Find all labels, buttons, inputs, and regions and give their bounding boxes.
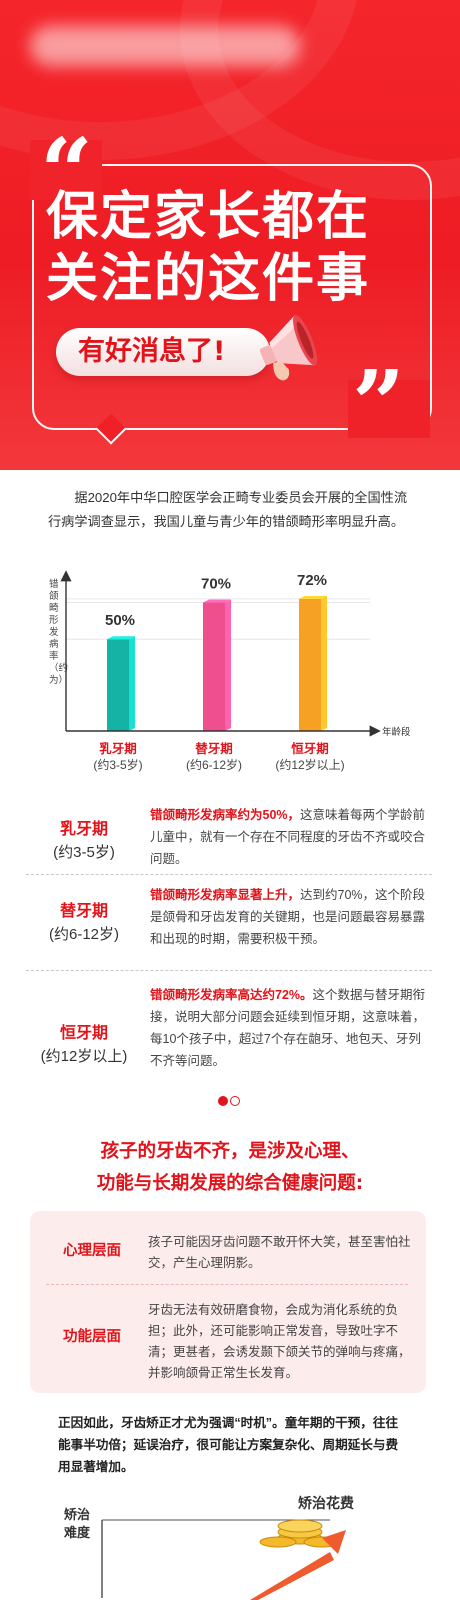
carousel-dot-active[interactable] (218, 1095, 228, 1106)
dashed-divider (26, 874, 432, 875)
close-quote-icon: ” (352, 350, 405, 458)
impact-card (30, 1211, 426, 1393)
phase-highlight: 错颌畸形发病率高达约72%。 (150, 988, 313, 1002)
category-label: 乳牙期 (约3-5岁) (73, 741, 163, 773)
summary-paragraph: 正因如此，牙齿矫正才尤为强调“时机”。童年期的干预，往往能事半功倍；延误治疗，很… (58, 1416, 399, 1474)
category-label: 恒牙期 (约12岁以上) (265, 741, 355, 773)
phase-highlight: 错颌畸形发病率显著上升， (150, 888, 301, 902)
bar-value-label: 70% (201, 576, 231, 593)
bar-side (225, 599, 231, 731)
hero-title: 保定家长都在 关注的这件事 (46, 186, 426, 310)
bar-front (203, 602, 225, 731)
phase-name: 恒牙期 (59, 1025, 108, 1042)
good-news-pill: 有好消息了! (56, 328, 270, 376)
phase-age: (约3-5岁) (53, 844, 115, 861)
bar-top (203, 599, 231, 603)
phase-highlight: 错颌畸形发病率约为50%， (150, 808, 301, 822)
phase-text: 这个数据与替牙期衔接，说明大部分问题会延续到恒牙期，这意味着，每10个孩子中，超… (150, 988, 426, 1068)
chart-canvas: 年龄段 50% 70% 72% (60, 570, 411, 738)
phase-description: 错颌畸形发病率高达约72%。这个数据与替牙期衔接，说明大部分问题会延续到恒牙期，… (150, 984, 430, 1072)
phase-description: 错颌畸形发病率显著上升，达到约70%，这个阶段是颌骨和牙齿发育的关键期，也是问题… (150, 884, 430, 950)
category-age: (约6-12岁) (185, 758, 242, 772)
cost-label: 矫治花费 (298, 1495, 354, 1511)
open-quote-icon: “ (40, 118, 93, 226)
difficulty-label-line2: 难度 (64, 1525, 91, 1540)
difficulty-label: 矫治 难度 (64, 1506, 90, 1542)
coin-stack-icon (259, 1519, 341, 1548)
difficulty-label-line1: 矫治 (64, 1507, 91, 1522)
hero-title-line1: 保定家长都在 (46, 187, 371, 247)
chart-bar (203, 599, 231, 731)
bar-side (321, 595, 327, 731)
category-name: 恒牙期 (291, 742, 329, 756)
malocclusion-rate-chart: 年龄段 50% 70% 72% 错颌畸形发病率（约为） 乳牙期 (约3-5岁) 替牙期 (… (40, 565, 440, 785)
carousel-dot[interactable] (230, 1095, 240, 1106)
dashed-divider (26, 970, 432, 971)
phase-age: (约6-12岁) (48, 926, 119, 943)
bar-front (107, 639, 129, 731)
phase-name: 乳牙期 (59, 821, 108, 838)
level-text: 牙齿无法有效研磨食物，会成为消化系统的负担；此外，还可能影响正常发音，导致吐字不… (148, 1303, 411, 1380)
chart-bar (107, 636, 135, 731)
x-axis-label: 年龄段 (382, 726, 411, 738)
speech-bubble-frame (32, 164, 432, 430)
level-label: 功能层面 (63, 1329, 121, 1345)
section-title-line1: 孩子的牙齿不齐，是涉及心理、 (100, 1141, 360, 1162)
bar-value-label: 72% (297, 572, 327, 589)
phase-text: 达到约70%，这个阶段是颌骨和牙齿发育的关键期，也是问题最容易暴露和出现的时期，… (150, 888, 426, 946)
phase-description: 错颌畸形发病率约为50%，这意味着每两个学龄前儿童中，就有一个存在不同程度的牙齿… (150, 804, 430, 870)
megaphone-icon (259, 315, 318, 381)
intro-paragraph: 据2020年中华口腔医学会正畸专业委员会开展的全国性流行病学调查显示，我国儿童与… (48, 490, 408, 529)
carousel-dots (218, 1092, 242, 1110)
quote-mask (30, 140, 102, 200)
section-title-line2: 功能与长期发展的综合健康问题: (96, 1173, 364, 1194)
phase-age: (约12岁以上) (40, 1048, 128, 1065)
section-title: 孩子的牙齿不齐，是涉及心理、 功能与长期发展的综合健康问题: (20, 1136, 440, 1200)
cost-difficulty-graphic: 矫治 难度 矫治花费 (0, 1480, 460, 1600)
trend-illustration (101, 1519, 346, 1600)
dashed-divider (46, 1284, 408, 1285)
hero-title-line2: 关注的这件事 (46, 249, 371, 309)
category-name: 替牙期 (195, 742, 233, 756)
bar-top (299, 595, 327, 599)
category-age: (约3-5岁) (93, 758, 143, 772)
bar-value-label: 50% (105, 612, 135, 629)
quote-mask (348, 380, 430, 438)
bar-top (107, 636, 135, 640)
level-label: 心理层面 (63, 1243, 121, 1259)
bar-front (299, 598, 321, 731)
hero-banner: “ ” 保定家长都在 关注的这件事 有好消息了! (0, 0, 460, 470)
phase-text: 这意味着每两个学龄前儿童中，就有一个存在不同程度的牙齿不齐或咬合问题。 (150, 808, 426, 866)
phase-name: 替牙期 (59, 903, 108, 920)
y-axis-label: 错颌畸形发病率（约为） (49, 579, 69, 686)
bar-side (129, 636, 135, 731)
phase-heading: 乳牙期 (约3-5岁) (28, 818, 140, 864)
chart-bar (299, 595, 327, 731)
category-name: 乳牙期 (99, 742, 137, 756)
phase-heading: 替牙期 (约6-12岁) (28, 900, 140, 946)
phase-heading: 恒牙期 (约12岁以上) (28, 1022, 140, 1068)
rising-arrow-icon (250, 1530, 346, 1600)
level-text: 孩子可能因牙齿问题不敢开怀大笑，甚至害怕社交，产生心理阴影。 (148, 1235, 411, 1270)
category-label: 替牙期 (约6-12岁) (169, 741, 259, 773)
category-age: (约12岁以上) (275, 758, 345, 772)
blurred-logo (30, 26, 300, 66)
